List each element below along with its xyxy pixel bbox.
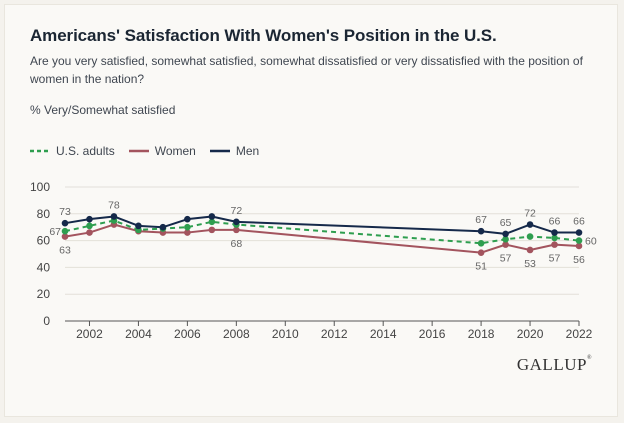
data-label: 66 bbox=[573, 216, 585, 228]
legend-item-us-adults: U.S. adults bbox=[30, 144, 115, 158]
data-label: 65 bbox=[500, 217, 512, 229]
data-label: 63 bbox=[59, 245, 71, 257]
y-tick-label: 40 bbox=[37, 260, 51, 274]
data-point-men bbox=[233, 218, 240, 226]
chart-card bbox=[4, 4, 618, 417]
y-tick-label: 20 bbox=[37, 287, 51, 301]
y-tick-label: 0 bbox=[43, 314, 50, 328]
x-tick-label: 2014 bbox=[370, 327, 397, 341]
data-point-men bbox=[86, 215, 93, 223]
data-label: 57 bbox=[549, 253, 561, 265]
data-point-us-adults bbox=[575, 237, 583, 244]
data-point-men bbox=[110, 213, 118, 220]
x-tick-label: 2002 bbox=[76, 327, 103, 341]
data-point-us-adults bbox=[551, 234, 558, 242]
data-label: 67 bbox=[475, 214, 487, 226]
data-point-men bbox=[526, 221, 534, 228]
gallup-logo: GALLUP® bbox=[516, 355, 592, 374]
data-point-women bbox=[477, 249, 485, 256]
data-point-men bbox=[477, 227, 485, 235]
data-point-women bbox=[61, 233, 69, 240]
x-tick-label: 2016 bbox=[419, 327, 446, 341]
data-label: 67 bbox=[49, 226, 61, 238]
data-label: 72 bbox=[524, 208, 536, 220]
x-tick-label: 2004 bbox=[125, 327, 152, 341]
data-point-men bbox=[575, 229, 583, 236]
data-point-women bbox=[86, 229, 93, 236]
data-label: 60 bbox=[585, 236, 597, 248]
data-point-women bbox=[233, 226, 240, 234]
data-point-women bbox=[575, 242, 583, 250]
data-label: 68 bbox=[230, 238, 242, 250]
legend-item-men: Men bbox=[209, 144, 260, 158]
data-point-women bbox=[526, 246, 534, 254]
data-point-women bbox=[184, 229, 191, 236]
legend-swatch-women bbox=[128, 149, 149, 153]
data-point-us-adults bbox=[208, 218, 216, 226]
data-point-men bbox=[135, 222, 142, 230]
data-point-men bbox=[184, 215, 191, 223]
data-point-men bbox=[551, 229, 558, 236]
data-point-men bbox=[159, 223, 167, 231]
data-point-women bbox=[208, 226, 216, 234]
x-tick-label: 2008 bbox=[223, 327, 250, 341]
data-point-men bbox=[208, 213, 216, 220]
data-point-us-adults bbox=[477, 239, 485, 247]
chart-title: Americans' Satisfaction With Women's Pos… bbox=[30, 26, 497, 45]
legend: U.S. adults Women Men bbox=[30, 143, 273, 159]
data-point-us-adults bbox=[502, 235, 509, 243]
data-label: 73 bbox=[59, 206, 71, 218]
data-point-women bbox=[551, 241, 558, 248]
x-tick-label: 2012 bbox=[321, 327, 348, 341]
data-point-us-adults bbox=[184, 223, 191, 231]
legend-label-men: Men bbox=[235, 144, 260, 158]
y-tick-label: 80 bbox=[37, 207, 51, 221]
data-point-us-adults bbox=[61, 227, 69, 235]
x-tick-label: 2022 bbox=[566, 327, 593, 341]
x-tick-label: 2006 bbox=[174, 327, 201, 341]
data-label: 78 bbox=[108, 199, 120, 211]
x-tick-label: 2020 bbox=[517, 327, 544, 341]
legend-label-women: Women bbox=[154, 144, 196, 158]
data-label: 57 bbox=[500, 253, 512, 265]
data-label: 51 bbox=[475, 261, 487, 273]
measure-label: % Very/Somewhat satisfied bbox=[30, 103, 176, 117]
x-tick-label: 2010 bbox=[272, 327, 299, 341]
legend-swatch-us-adults bbox=[30, 149, 50, 153]
data-label: 66 bbox=[549, 216, 561, 228]
legend-label-us-adults: U.S. adults bbox=[56, 144, 115, 158]
data-label: 56 bbox=[573, 254, 585, 266]
chart-subtitle: Are you very satisfied, somewhat satisfi… bbox=[30, 54, 583, 86]
data-point-us-adults bbox=[526, 233, 534, 240]
data-point-men bbox=[61, 219, 69, 227]
data-point-us-adults bbox=[86, 222, 93, 230]
y-tick-label: 60 bbox=[37, 234, 51, 248]
y-tick-label: 100 bbox=[30, 180, 50, 194]
legend-swatch-men bbox=[209, 149, 230, 153]
x-tick-label: 2018 bbox=[468, 327, 495, 341]
data-point-women bbox=[502, 241, 509, 248]
data-label: 53 bbox=[524, 258, 536, 270]
legend-item-women: Women bbox=[128, 144, 196, 158]
data-point-men bbox=[502, 230, 509, 238]
data-label: 72 bbox=[230, 205, 242, 217]
